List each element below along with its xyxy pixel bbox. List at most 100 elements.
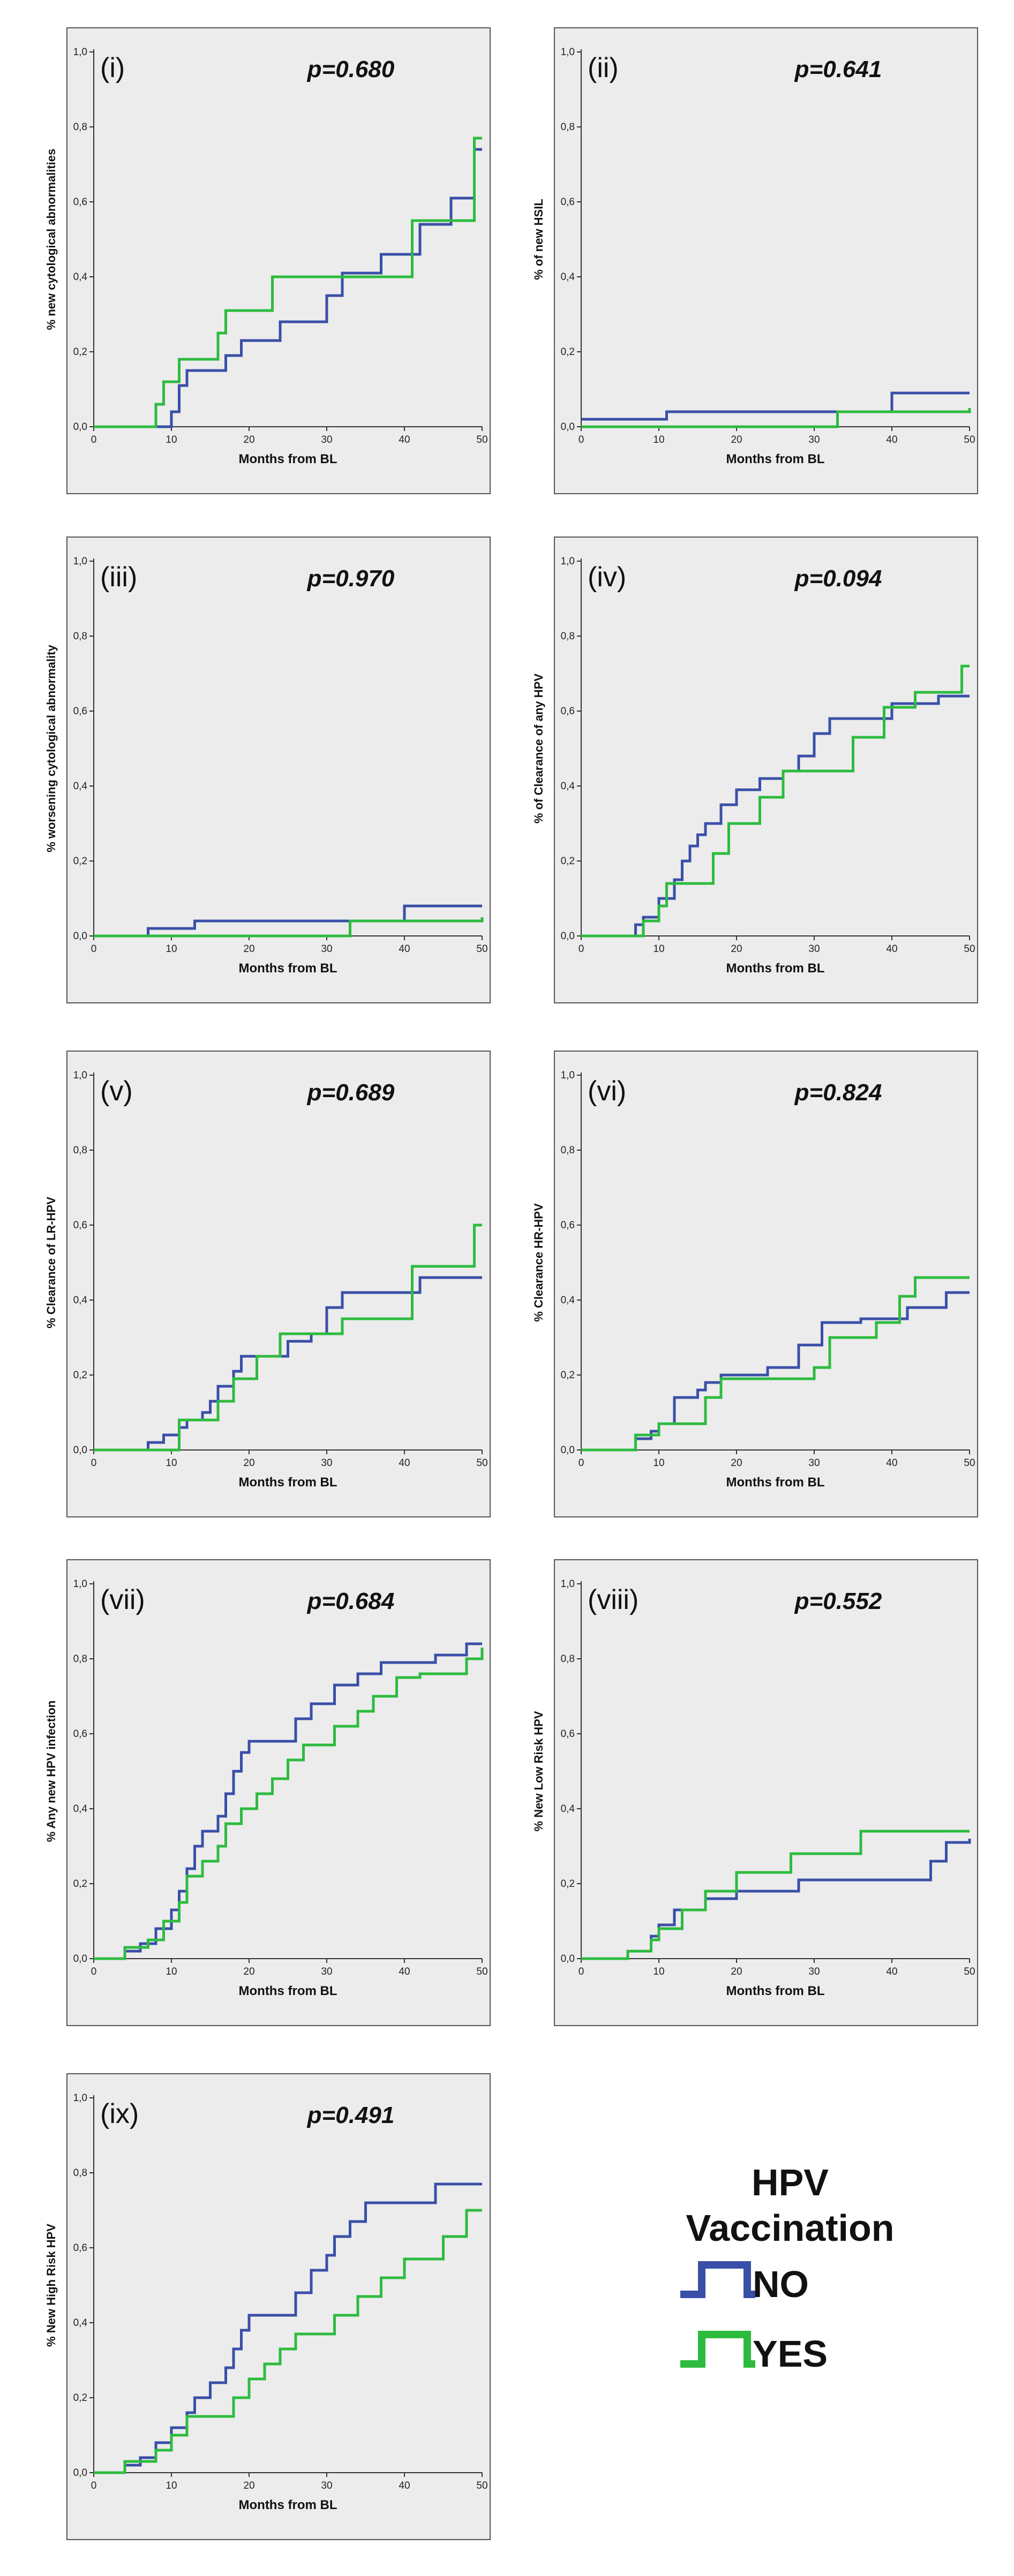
plot-frame — [66, 537, 491, 1003]
x-tick-label: 0 — [579, 1457, 584, 1469]
y-tick-label: 0,8 — [73, 1145, 87, 1156]
y-tick-label: 0,8 — [561, 122, 575, 133]
y-axis-title: % of Clearance of any HPV — [532, 674, 545, 824]
kaplan-meier-panels: 0,0 0,2 0,4 0,6 0,8 1,0 0 10 20 30 40 50 Months from… — [44, 27, 978, 2540]
series-line-yes — [94, 1648, 484, 1960]
y-tick-label: 0,4 — [73, 1803, 88, 1815]
panel-label: (iii) — [100, 562, 137, 593]
legend-yes-label: YES — [753, 2333, 828, 2375]
x-tick-label: 30 — [321, 434, 332, 445]
x-tick-label: 0 — [91, 434, 97, 445]
x-tick-label: 50 — [964, 1966, 975, 1977]
plot-frame — [554, 537, 978, 1003]
series-line-no — [581, 391, 970, 421]
y-axis-title: % Any new HPV infection — [44, 1701, 58, 1842]
y-tick-label: 0,0 — [561, 421, 575, 433]
plot-frame — [554, 1051, 978, 1517]
y-tick-label: 0,6 — [73, 2242, 87, 2254]
series-line-yes — [94, 1223, 482, 1452]
y-tick-label: 1,0 — [561, 47, 575, 58]
x-tick-label: 0 — [579, 943, 584, 955]
y-tick-label: 0,0 — [73, 931, 87, 942]
p-value: p=0.824 — [794, 1079, 882, 1106]
y-axis-title: % Clearance of LR-HPV — [44, 1197, 58, 1328]
x-tick-label: 0 — [91, 1966, 97, 1977]
plot-frame — [66, 2073, 491, 2540]
x-tick-label: 30 — [321, 943, 332, 955]
x-tick-label: 10 — [166, 434, 177, 445]
x-tick-label: 20 — [731, 434, 742, 445]
x-tick-label: 30 — [808, 1966, 820, 1977]
x-tick-label: 20 — [243, 1457, 254, 1469]
x-tick-label: 0 — [579, 1966, 584, 1977]
p-value: p=0.689 — [307, 1079, 395, 1106]
panel-label: (vii) — [100, 1584, 145, 1615]
series-line-yes — [581, 1830, 970, 1960]
legend-no-label: NO — [753, 2263, 809, 2305]
x-axis-title: Months from BL — [239, 1984, 337, 1998]
x-tick-label: 40 — [399, 943, 410, 955]
x-tick-label: 30 — [321, 1966, 332, 1977]
x-tick-label: 40 — [399, 2480, 410, 2491]
x-axis-title: Months from BL — [239, 961, 337, 976]
y-tick-label: 0,6 — [73, 1728, 87, 1740]
y-tick-label: 0,8 — [561, 1145, 575, 1156]
y-tick-label: 0,2 — [561, 1878, 575, 1890]
plot-frame — [554, 1559, 978, 2026]
series-line-yes — [581, 664, 970, 938]
y-tick-label: 0,8 — [561, 631, 575, 642]
y-tick-label: 0,0 — [561, 1445, 575, 1456]
x-tick-label: 10 — [653, 1966, 664, 1977]
p-value: p=0.641 — [794, 56, 882, 82]
y-tick-label: 0,0 — [73, 2467, 87, 2479]
legend-title-line1: HPV — [752, 2162, 829, 2203]
y-tick-label: 0,8 — [561, 1653, 575, 1665]
x-axis-title: Months from BL — [726, 961, 825, 976]
x-tick-label: 40 — [399, 434, 410, 445]
series-line-no — [94, 1642, 482, 1960]
plot-frame — [66, 27, 491, 494]
km-panel-3: 0,0 0,2 0,4 0,6 0,8 1,0 0 10 20 30 40 50 Months from… — [44, 537, 491, 1003]
y-tick-label: 1,0 — [561, 1070, 575, 1081]
x-tick-label: 20 — [731, 1966, 742, 1977]
y-tick-label: 0,2 — [561, 346, 575, 358]
y-tick-label: 0,6 — [561, 1728, 575, 1740]
y-tick-label: 0,0 — [561, 1953, 575, 1965]
plot-frame — [66, 1051, 491, 1517]
x-tick-label: 50 — [476, 2480, 487, 2491]
x-axis-title: Months from BL — [239, 1475, 337, 1490]
x-tick-label: 50 — [476, 434, 487, 445]
panel-label: (i) — [100, 52, 125, 84]
x-tick-label: 20 — [243, 943, 254, 955]
km-panel-8: 0,0 0,2 0,4 0,6 0,8 1,0 0 10 20 30 40 50 Months from… — [532, 1559, 978, 2026]
panel-label: (viii) — [588, 1584, 639, 1615]
panel-label: (vi) — [588, 1076, 626, 1107]
y-axis-title: % new cytological abnormalities — [44, 149, 58, 330]
x-tick-label: 40 — [886, 1457, 897, 1469]
x-tick-label: 10 — [653, 1457, 664, 1469]
x-tick-label: 40 — [399, 1457, 410, 1469]
y-tick-label: 0,4 — [73, 781, 88, 792]
x-tick-label: 40 — [886, 1966, 897, 1977]
p-value: p=0.970 — [307, 565, 395, 592]
x-axis-title: Months from BL — [726, 1475, 825, 1490]
x-axis-title: Months from BL — [726, 452, 825, 466]
series-line-yes — [94, 137, 482, 428]
y-tick-label: 0,8 — [73, 631, 87, 642]
x-tick-label: 20 — [243, 434, 254, 445]
y-axis-title: % Clearance HR-HPV — [532, 1203, 545, 1322]
series-line-yes — [94, 917, 484, 938]
km-panel-2: 0,0 0,2 0,4 0,6 0,8 1,0 0 10 20 30 40 50 Months from… — [532, 27, 978, 494]
x-tick-label: 50 — [964, 1457, 975, 1469]
x-tick-label: 10 — [653, 943, 664, 955]
x-tick-label: 50 — [964, 943, 975, 955]
y-axis-title: % worsening cytological abnormality — [44, 644, 58, 852]
x-tick-label: 20 — [243, 1966, 254, 1977]
panel-label: (ii) — [588, 52, 619, 84]
x-tick-label: 40 — [886, 943, 897, 955]
y-tick-label: 0,4 — [561, 1803, 575, 1815]
y-tick-label: 0,2 — [73, 2392, 87, 2404]
p-value: p=0.491 — [307, 2102, 395, 2128]
y-tick-label: 1,0 — [73, 2092, 87, 2104]
panel-label: (v) — [100, 1076, 133, 1107]
